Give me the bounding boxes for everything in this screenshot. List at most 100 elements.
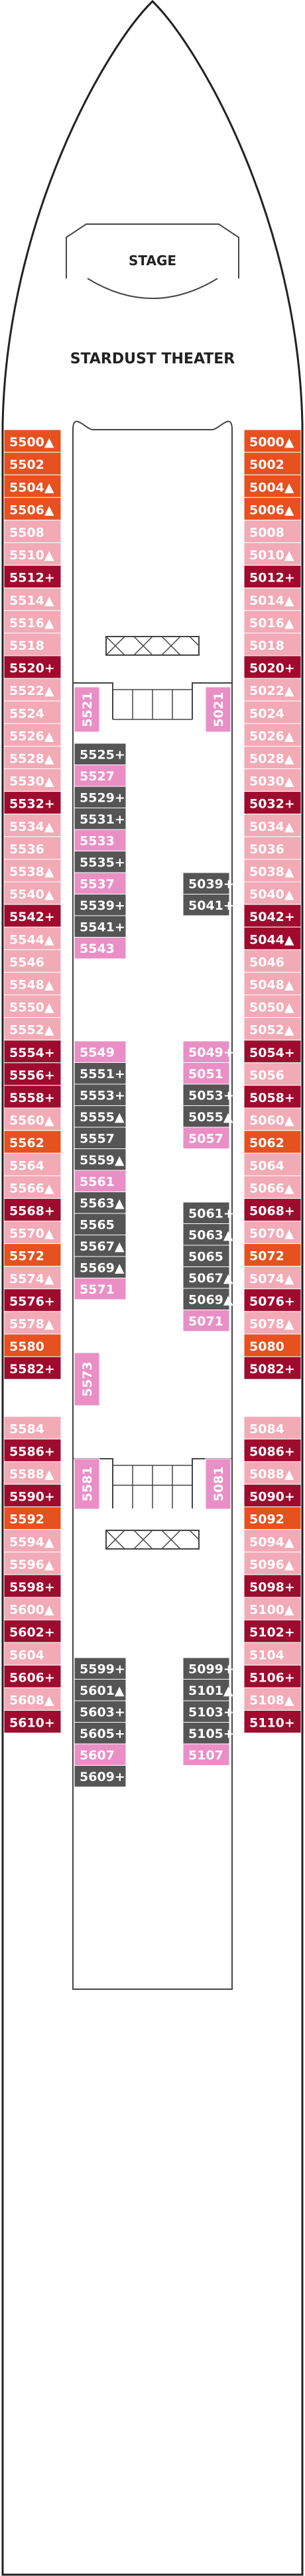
cabin-5038[interactable]: 5038▲ xyxy=(243,859,302,883)
cabin-5014[interactable]: 5014▲ xyxy=(243,587,302,611)
cabin-5055[interactable]: 5055▲ xyxy=(182,1105,233,1128)
cabin-5524[interactable]: 5524 xyxy=(3,700,62,724)
cabin-5580[interactable]: 5580 xyxy=(3,1333,62,1357)
cabin-5559[interactable]: 5559▲ xyxy=(74,1148,127,1171)
cabin-5572[interactable]: 5572 xyxy=(3,1243,62,1267)
cabin-5543[interactable]: 5543 xyxy=(74,937,127,959)
cabin-5016[interactable]: 5016▲ xyxy=(243,610,302,634)
cabin-5088[interactable]: 5088▲ xyxy=(243,1461,302,1485)
cabin-5541[interactable]: 5541+ xyxy=(74,915,127,938)
cabin-5086[interactable]: 5086+ xyxy=(243,1438,302,1462)
cabin-5078[interactable]: 5078▲ xyxy=(243,1311,302,1335)
cabin-5521[interactable]: 5521 xyxy=(74,686,100,733)
cabin-5537[interactable]: 5537 xyxy=(74,872,127,894)
cabin-5528[interactable]: 5528▲ xyxy=(3,745,62,770)
cabin-5042[interactable]: 5042+ xyxy=(243,904,302,928)
cabin-5538[interactable]: 5538▲ xyxy=(3,859,62,883)
cabin-5610[interactable]: 5610+ xyxy=(3,1710,62,1734)
cabin-5506[interactable]: 5506▲ xyxy=(3,497,62,521)
cabin-5527[interactable]: 5527 xyxy=(74,765,127,787)
cabin-5588[interactable]: 5588▲ xyxy=(3,1461,62,1485)
cabin-5076[interactable]: 5076+ xyxy=(243,1288,302,1312)
cabin-5576[interactable]: 5576+ xyxy=(3,1288,62,1312)
cabin-5069[interactable]: 5069▲ xyxy=(182,1288,233,1310)
cabin-5074[interactable]: 5074▲ xyxy=(243,1266,302,1290)
cabin-5599[interactable]: 5599+ xyxy=(74,1657,127,1680)
cabin-5006[interactable]: 5006▲ xyxy=(243,497,302,521)
cabin-5529[interactable]: 5529+ xyxy=(74,786,127,808)
cabin-5536[interactable]: 5536 xyxy=(3,836,62,860)
cabin-5607[interactable]: 5607 xyxy=(74,1743,127,1766)
cabin-5020[interactable]: 5020+ xyxy=(243,655,302,679)
cabin-5564[interactable]: 5564 xyxy=(3,1152,62,1176)
cabin-5008[interactable]: 5008 xyxy=(243,519,302,544)
cabin-5057[interactable]: 5057 xyxy=(182,1127,230,1149)
cabin-5556[interactable]: 5556+ xyxy=(3,1062,62,1086)
cabin-5106[interactable]: 5106+ xyxy=(243,1664,302,1688)
cabin-5022[interactable]: 5022▲ xyxy=(243,678,302,702)
cabin-5549[interactable]: 5549 xyxy=(74,1040,127,1063)
cabin-5082[interactable]: 5082+ xyxy=(243,1356,302,1380)
cabin-5105[interactable]: 5105+ xyxy=(182,1722,234,1745)
cabin-5026[interactable]: 5026▲ xyxy=(243,723,302,747)
cabin-5532[interactable]: 5532+ xyxy=(3,791,62,815)
cabin-5081[interactable]: 5081 xyxy=(205,1458,231,1510)
cabin-5530[interactable]: 5530▲ xyxy=(3,768,62,792)
cabin-5099[interactable]: 5099+ xyxy=(182,1657,234,1680)
cabin-5555[interactable]: 5555▲ xyxy=(74,1105,127,1128)
cabin-5102[interactable]: 5102+ xyxy=(243,1619,302,1643)
cabin-5571[interactable]: 5571 xyxy=(74,1278,127,1300)
cabin-5041[interactable]: 5041+ xyxy=(182,894,234,916)
cabin-5028[interactable]: 5028▲ xyxy=(243,745,302,770)
cabin-5601[interactable]: 5601▲ xyxy=(74,1679,127,1701)
cabin-5070[interactable]: 5070▲ xyxy=(243,1221,302,1245)
cabin-5569[interactable]: 5569▲ xyxy=(74,1256,127,1278)
cabin-5522[interactable]: 5522▲ xyxy=(3,678,62,702)
cabin-5061[interactable]: 5061+ xyxy=(182,1201,234,1224)
cabin-5562[interactable]: 5562 xyxy=(3,1130,62,1154)
cabin-5094[interactable]: 5094▲ xyxy=(243,1529,302,1553)
cabin-5004[interactable]: 5004▲ xyxy=(243,474,302,498)
cabin-5565[interactable]: 5565 xyxy=(74,1213,127,1235)
cabin-5592[interactable]: 5592 xyxy=(3,1506,62,1530)
cabin-5563[interactable]: 5563▲ xyxy=(74,1192,127,1214)
cabin-5066[interactable]: 5066▲ xyxy=(243,1175,302,1199)
cabin-5052[interactable]: 5052▲ xyxy=(243,1017,302,1041)
cabin-5060[interactable]: 5060▲ xyxy=(243,1107,302,1131)
cabin-5044[interactable]: 5044▲ xyxy=(243,926,302,950)
cabin-5051[interactable]: 5051 xyxy=(182,1062,230,1085)
cabin-5108[interactable]: 5108▲ xyxy=(243,1687,302,1711)
cabin-5048[interactable]: 5048▲ xyxy=(243,971,302,996)
cabin-5500[interactable]: 5500▲ xyxy=(3,429,62,453)
cabin-5056[interactable]: 5056 xyxy=(243,1062,302,1086)
cabin-5510[interactable]: 5510▲ xyxy=(3,542,62,566)
cabin-5605[interactable]: 5605+ xyxy=(74,1722,127,1745)
cabin-5072[interactable]: 5072 xyxy=(243,1243,302,1267)
cabin-5594[interactable]: 5594▲ xyxy=(3,1529,62,1553)
cabin-5570[interactable]: 5570▲ xyxy=(3,1221,62,1245)
cabin-5533[interactable]: 5533 xyxy=(74,829,127,851)
cabin-5553[interactable]: 5553+ xyxy=(74,1083,127,1106)
cabin-5034[interactable]: 5034▲ xyxy=(243,814,302,837)
cabin-5096[interactable]: 5096▲ xyxy=(243,1552,302,1575)
cabin-5560[interactable]: 5560▲ xyxy=(3,1107,62,1131)
cabin-5552[interactable]: 5552▲ xyxy=(3,1017,62,1041)
cabin-5071[interactable]: 5071 xyxy=(182,1310,230,1332)
cabin-5598[interactable]: 5598+ xyxy=(3,1574,62,1598)
cabin-5039[interactable]: 5039+ xyxy=(182,872,234,894)
cabin-5046[interactable]: 5046 xyxy=(243,949,302,973)
cabin-5068[interactable]: 5068+ xyxy=(243,1197,302,1222)
cabin-5568[interactable]: 5568+ xyxy=(3,1197,62,1222)
cabin-5567[interactable]: 5567▲ xyxy=(74,1235,127,1257)
cabin-5084[interactable]: 5084 xyxy=(243,1416,302,1440)
cabin-5561[interactable]: 5561 xyxy=(74,1170,127,1192)
cabin-5504[interactable]: 5504▲ xyxy=(3,474,62,498)
cabin-5573[interactable]: 5573 xyxy=(74,1352,100,1406)
cabin-5018[interactable]: 5018 xyxy=(243,633,302,656)
cabin-5064[interactable]: 5064 xyxy=(243,1152,302,1176)
cabin-5544[interactable]: 5544▲ xyxy=(3,926,62,950)
cabin-5101[interactable]: 5101▲ xyxy=(182,1679,233,1701)
cabin-5012[interactable]: 5012+ xyxy=(243,565,302,589)
cabin-5104[interactable]: 5104 xyxy=(243,1642,302,1666)
cabin-5590[interactable]: 5590+ xyxy=(3,1484,62,1508)
